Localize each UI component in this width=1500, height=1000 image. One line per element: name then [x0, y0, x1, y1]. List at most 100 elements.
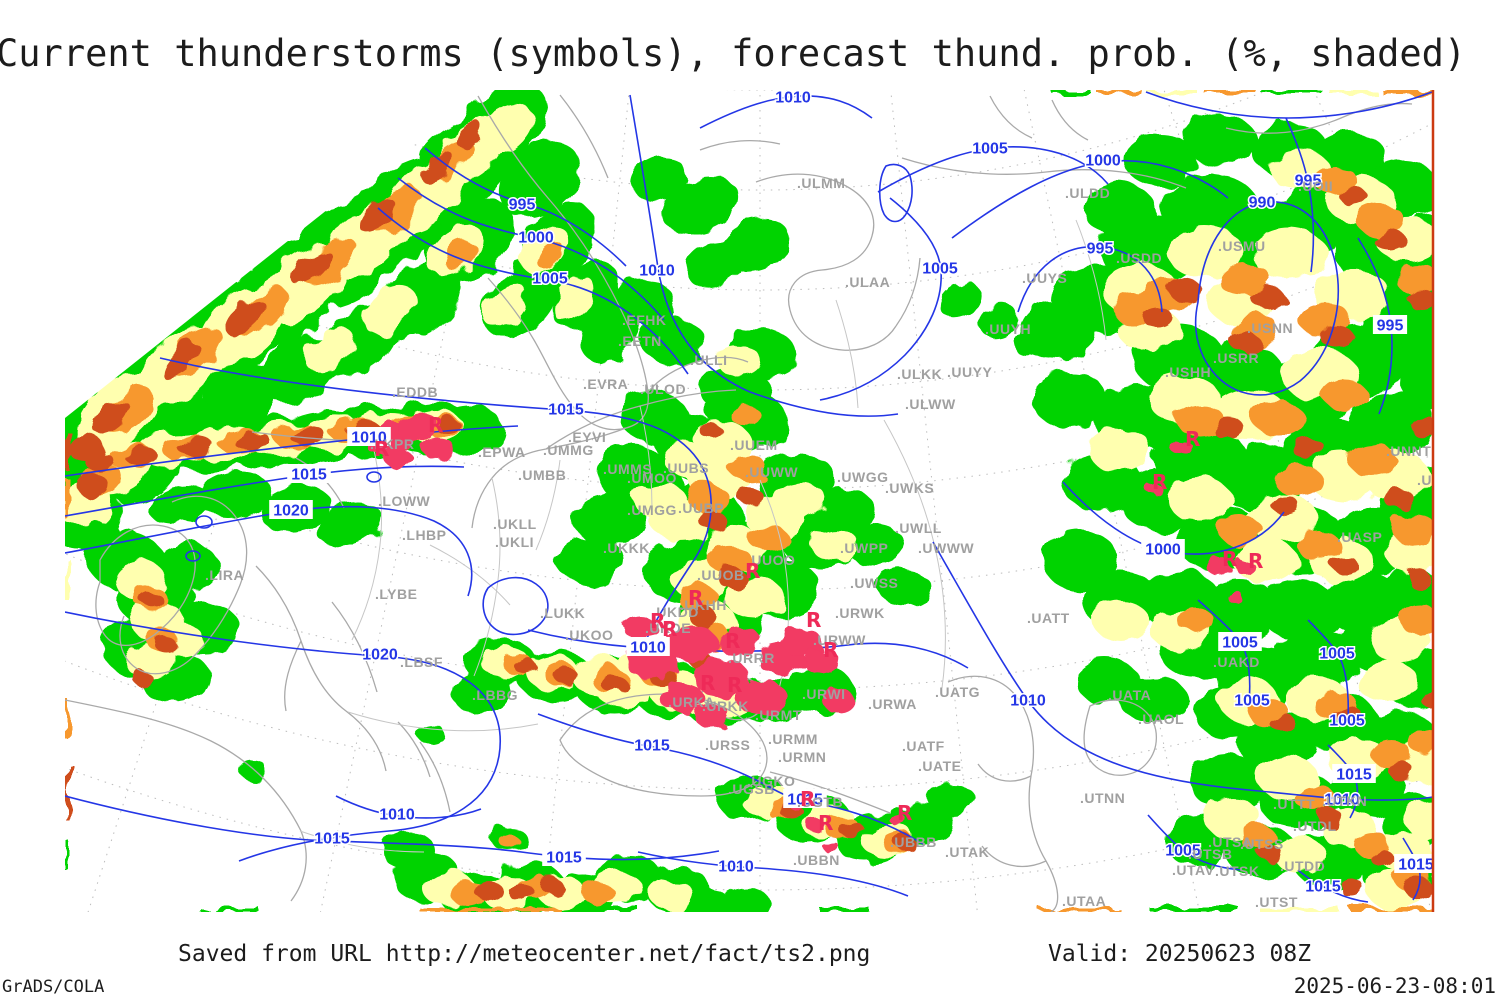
- thunderstorm-symbol: R: [1185, 427, 1200, 451]
- edge-tick: [1262, 90, 1322, 94]
- shade-blob: [292, 250, 332, 286]
- shade-blob: [1230, 332, 1260, 352]
- station-label: .UATG: [935, 684, 980, 700]
- shade-blob: [1295, 784, 1335, 812]
- station-label: .ULMM: [797, 175, 845, 191]
- station-label: .UTAV: [1172, 862, 1215, 878]
- storm-area-blob: [736, 681, 788, 715]
- station-label: .UUYH: [985, 321, 1031, 337]
- shade-blob: [1408, 290, 1433, 310]
- shade-blob: [811, 529, 859, 561]
- isobar-contour: [1307, 619, 1350, 723]
- isobar-label: 995: [1295, 173, 1322, 190]
- shade-blob: [153, 541, 217, 589]
- shade-blob: [1340, 879, 1364, 897]
- station-label: .UWGG: [837, 469, 889, 485]
- shade-blob: [513, 657, 535, 673]
- coastline: [119, 495, 248, 675]
- station-label: .UKLI: [495, 534, 534, 550]
- isobar-contour: [377, 207, 689, 375]
- station-label: .UTAK: [945, 844, 989, 860]
- shade-blob: [498, 833, 518, 847]
- isobar-label-box: [1141, 539, 1185, 558]
- station-label: .LOWW: [378, 493, 431, 509]
- station-label: .UTSA: [1208, 834, 1253, 850]
- station-label: .UKDE: [645, 620, 691, 636]
- station-label: .ULWW: [905, 396, 956, 412]
- shade-blob: [1184, 114, 1256, 166]
- shade-blob: [1084, 184, 1156, 236]
- isobar-label: 1005: [532, 271, 568, 288]
- station-label: .UUBP: [678, 500, 724, 516]
- isobar-label: 1005: [1234, 693, 1270, 710]
- border-line: [535, 459, 561, 551]
- isobar-label: 1015: [314, 831, 350, 848]
- storm-area-blob: [1228, 592, 1244, 604]
- shade-blob: [1219, 263, 1271, 297]
- station-label: .UATF: [902, 738, 945, 754]
- isobar-label-box: [347, 427, 391, 446]
- station-label: .USDD: [1116, 250, 1162, 266]
- shade-blob: [1269, 713, 1295, 731]
- coastline: [255, 565, 387, 772]
- station-label: .URMM: [768, 731, 818, 747]
- shade-blob: [1400, 330, 1433, 410]
- shade-blob: [226, 300, 266, 336]
- shade-blob: [1143, 308, 1173, 328]
- storm-area-blob: [694, 704, 730, 728]
- border-line: [883, 419, 946, 689]
- isobar-label: 1015: [1398, 857, 1434, 874]
- station-label: .UATT: [1027, 610, 1070, 626]
- shade-blob: [619, 391, 691, 445]
- saved-from-url-text: Saved from URL http://meteocenter.net/fa…: [178, 941, 871, 967]
- station-label: .UMMS: [603, 461, 652, 477]
- storm-area-blob: [718, 627, 762, 657]
- isobar-contour: [1145, 91, 1433, 119]
- storm-area-blob: [624, 616, 656, 640]
- shade-blob: [1374, 229, 1406, 251]
- isobar-label: 1010: [718, 859, 754, 876]
- coastlines: [65, 94, 1413, 912]
- station-label: .UUOO: [747, 552, 795, 568]
- station-label: .UGKO: [747, 773, 795, 789]
- edge-tick: [420, 908, 560, 912]
- isobar-label: 1005: [922, 261, 958, 278]
- shade-blob: [1296, 530, 1340, 560]
- coastline: [1225, 102, 1413, 134]
- station-label: .URWA: [868, 696, 917, 712]
- shade-blob: [1088, 428, 1152, 472]
- thunderstorm-symbol: R: [1248, 549, 1263, 573]
- shade-blob: [1400, 605, 1433, 635]
- edge-tick: [1260, 908, 1340, 912]
- shade-blob: [928, 784, 976, 816]
- thunderstorm-symbol: R: [745, 559, 760, 583]
- storm-area-layer: [366, 413, 1256, 852]
- station-label: .URKA: [668, 694, 715, 710]
- station-label: .UKKK: [603, 540, 650, 556]
- station-label: .UKOO: [565, 627, 613, 643]
- isobar-label-box: [1218, 632, 1262, 651]
- border-line: [299, 830, 425, 853]
- isobar-label: 1010: [1010, 693, 1046, 710]
- shade-blob: [290, 426, 326, 446]
- station-label: .UKLL: [493, 516, 537, 532]
- station-label: .UATA: [1108, 687, 1151, 703]
- isobar-contour: [932, 541, 1433, 801]
- station-label: .LKPR: [370, 436, 415, 452]
- shade-blob: [981, 306, 1019, 338]
- shade-blob: [1358, 660, 1418, 704]
- shade-blob: [1274, 464, 1322, 496]
- edge-tick: [1382, 90, 1433, 94]
- edge-clipped-shading: [65, 90, 1433, 912]
- station-label: .UOII: [1298, 178, 1333, 194]
- isobar-label: 995: [1087, 241, 1114, 258]
- coastline: [699, 139, 781, 151]
- isobar-label: 1015: [546, 850, 582, 867]
- shade-blob: [363, 285, 417, 335]
- station-label: .UKHH: [680, 597, 727, 613]
- station-label: .LYBE: [375, 586, 417, 602]
- coastline: [769, 771, 891, 814]
- edge-tick: [1098, 90, 1142, 94]
- shade-blob: [304, 328, 356, 372]
